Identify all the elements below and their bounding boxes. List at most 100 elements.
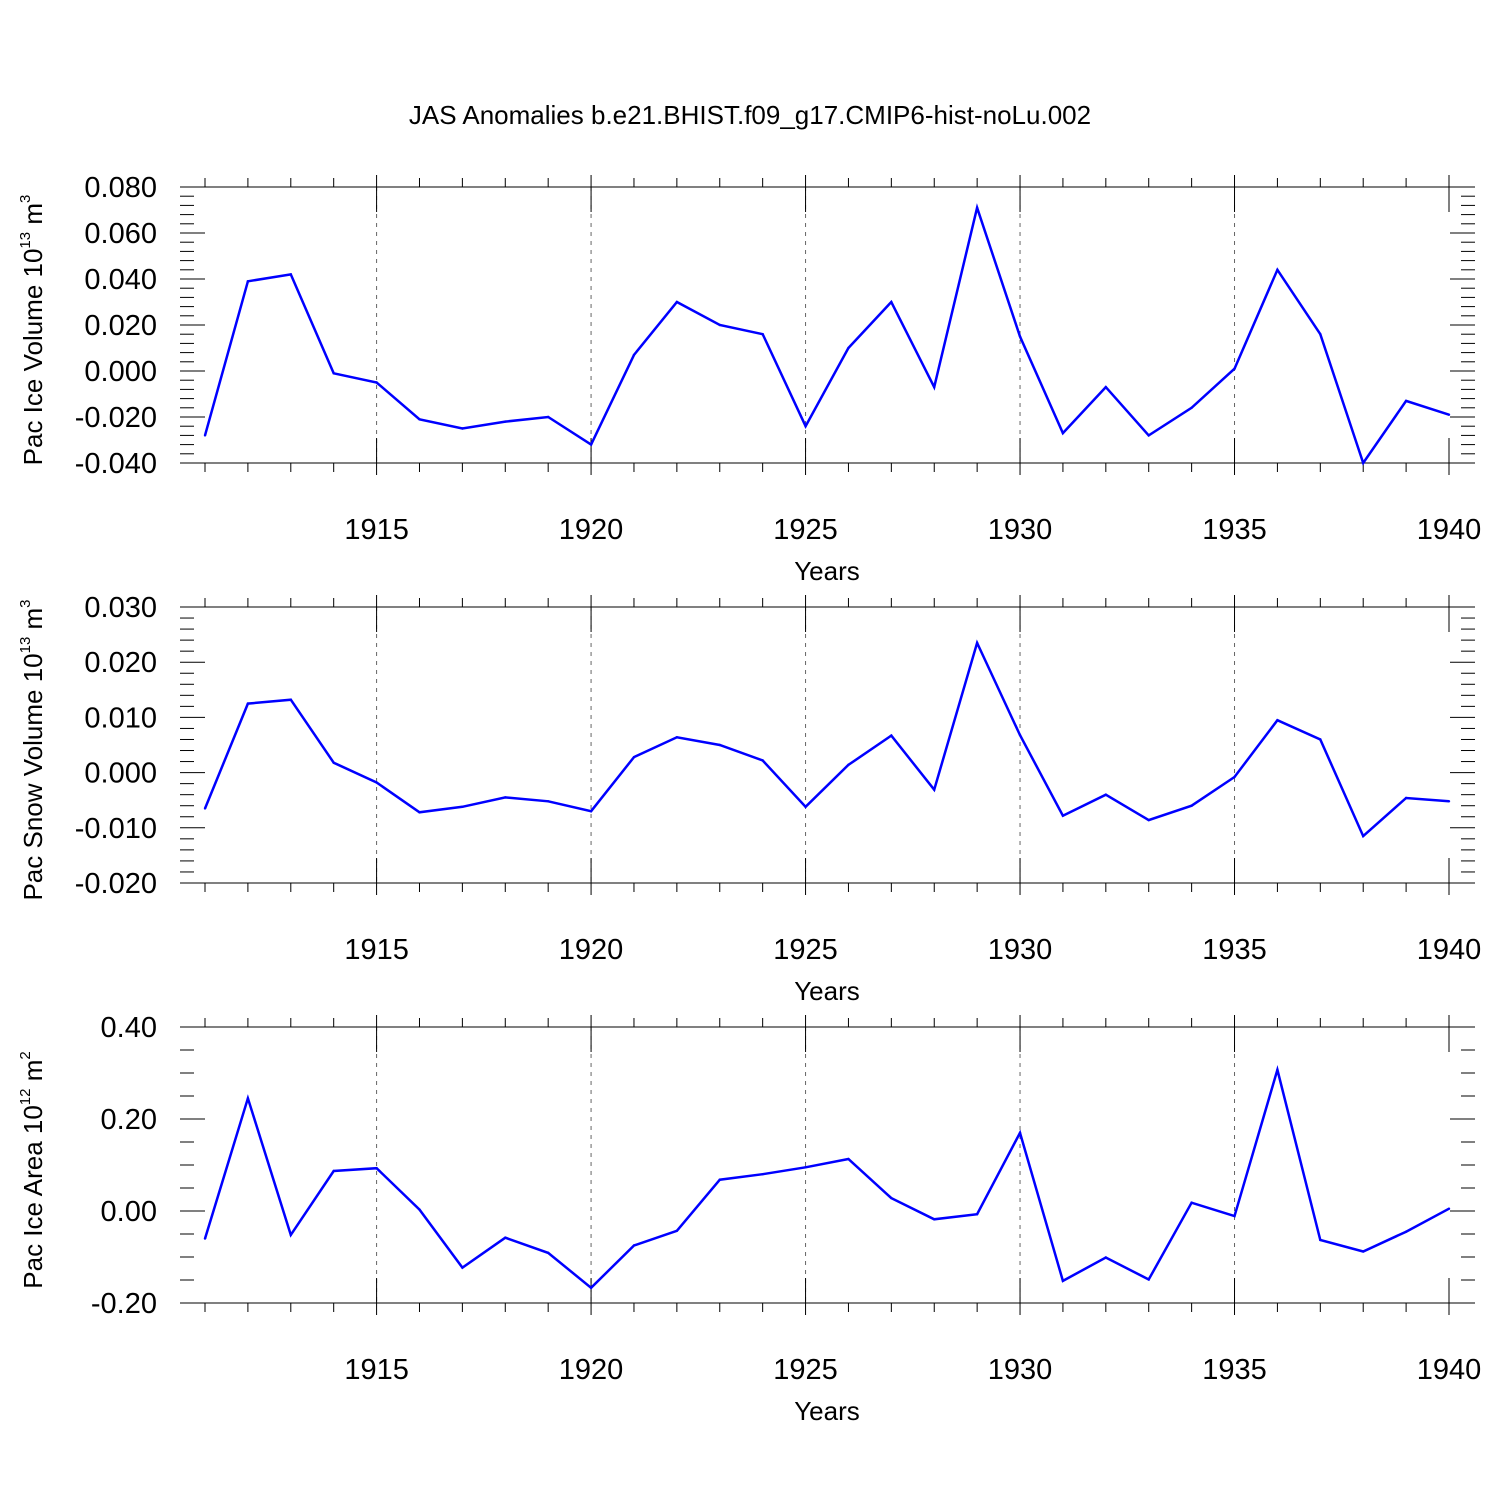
data-point <box>1404 399 1408 403</box>
data-point <box>546 1251 550 1255</box>
x-tick-label: 1935 <box>1202 1354 1267 1386</box>
y-axis-title: Pac Ice Area 1012 m2 <box>17 1051 48 1288</box>
y-tick-label: 0.080 <box>84 172 157 204</box>
data-point <box>1018 335 1022 338</box>
chart-panel-3: -0.20 0.00 0.20 0.40 1915 1920 1925 1930 1935 194… <box>17 1012 1481 1426</box>
data-point <box>1233 367 1236 370</box>
data-point <box>1447 413 1451 416</box>
x-tick-label: 1940 <box>1417 934 1482 966</box>
y-tick-label: 0.00 <box>101 1196 157 1228</box>
data-point <box>1276 1068 1279 1071</box>
data-point <box>203 1237 207 1240</box>
data-point <box>890 300 893 304</box>
data-point <box>1147 434 1150 437</box>
chart-panel-2: -0.020 -0.010 0.000 0.010 0.020 0.030 1915 1920… <box>17 592 1481 1006</box>
x-axis-title: Years <box>794 556 860 586</box>
data-point <box>975 1213 979 1216</box>
y-tick-label: 0.030 <box>84 592 157 624</box>
data-point <box>418 811 421 814</box>
data-point <box>1362 1250 1365 1253</box>
data-point <box>761 333 764 336</box>
data-point <box>332 372 335 375</box>
x-tick-label: 1915 <box>344 1354 409 1386</box>
x-tick-label: 1935 <box>1202 514 1267 546</box>
data-point <box>375 781 378 784</box>
data-point <box>890 734 893 737</box>
data-point <box>1404 796 1408 800</box>
x-tick-label: 1915 <box>344 514 409 546</box>
data-point <box>1104 1256 1108 1259</box>
y-tick-label: 0.060 <box>84 218 157 250</box>
data-point <box>675 736 679 739</box>
data-point <box>289 698 292 701</box>
data-point <box>975 641 979 645</box>
y-tick-label: 0.040 <box>84 264 157 296</box>
x-tick-label: 1930 <box>988 514 1053 546</box>
data-point <box>203 807 207 810</box>
data-point <box>1104 793 1108 796</box>
data-point <box>246 1097 250 1100</box>
y-tick-label: 0.20 <box>101 1104 157 1136</box>
data-point <box>804 805 807 809</box>
data-point <box>461 427 464 430</box>
data-point <box>1061 1279 1065 1283</box>
data-point <box>546 800 550 803</box>
data-point <box>1061 431 1065 435</box>
data-point <box>1362 461 1365 465</box>
data-point <box>1190 804 1193 807</box>
chart-panel-1: -0.040 -0.020 0.000 0.020 0.040 0.060 0.080 191… <box>17 172 1481 586</box>
data-point <box>203 434 207 437</box>
data-point <box>1061 814 1065 817</box>
x-tick-label: 1925 <box>773 514 838 546</box>
data-point <box>375 381 378 384</box>
x-axis-title: Years <box>794 976 860 1006</box>
x-tick-label: 1920 <box>559 1354 624 1386</box>
x-axis-title: Years <box>794 1396 860 1426</box>
y-tick-label: 0.000 <box>84 356 157 388</box>
data-point <box>461 805 464 809</box>
data-point <box>589 443 593 446</box>
y-tick-label: -0.020 <box>75 868 157 900</box>
data-point <box>761 1173 764 1176</box>
data-point <box>675 1229 679 1232</box>
x-tick-label: 1925 <box>773 1354 838 1386</box>
y-axis-title: Pac Ice Volume 1013 m3 <box>17 195 48 466</box>
data-point <box>804 425 807 428</box>
data-point <box>718 1178 721 1181</box>
data-point <box>589 810 593 813</box>
data-point <box>975 206 979 209</box>
data-point <box>246 280 250 283</box>
x-tick-label: 1920 <box>559 514 624 546</box>
x-tick-label: 1920 <box>559 934 624 966</box>
y-tick-label: 0.020 <box>84 647 157 679</box>
x-tick-label: 1915 <box>344 934 409 966</box>
series-line <box>203 639 1450 839</box>
x-tick-label: 1940 <box>1417 1354 1482 1386</box>
x-tick-label: 1940 <box>1417 514 1482 546</box>
data-point <box>632 353 636 357</box>
y-tick-label: 0.010 <box>84 702 157 734</box>
data-point <box>461 1266 464 1269</box>
data-point <box>546 415 550 419</box>
data-point <box>246 702 250 705</box>
data-point <box>1018 1131 1022 1135</box>
y-tick-label: 0.020 <box>84 310 157 342</box>
data-point <box>1447 1207 1451 1210</box>
data-point <box>847 1157 850 1161</box>
x-tick-label: 1925 <box>773 934 838 966</box>
x-tick-label: 1930 <box>988 1354 1053 1386</box>
data-point <box>1276 268 1279 271</box>
data-point <box>1319 1238 1322 1242</box>
data-point <box>1190 1201 1193 1204</box>
data-point <box>289 273 292 276</box>
data-point <box>632 755 636 759</box>
data-point <box>1404 1230 1408 1233</box>
data-point <box>589 1286 593 1290</box>
data-point <box>418 418 421 421</box>
data-point <box>890 1196 893 1200</box>
data-point <box>675 300 679 304</box>
data-point <box>1233 1214 1236 1218</box>
y-tick-label: -0.010 <box>75 813 157 845</box>
